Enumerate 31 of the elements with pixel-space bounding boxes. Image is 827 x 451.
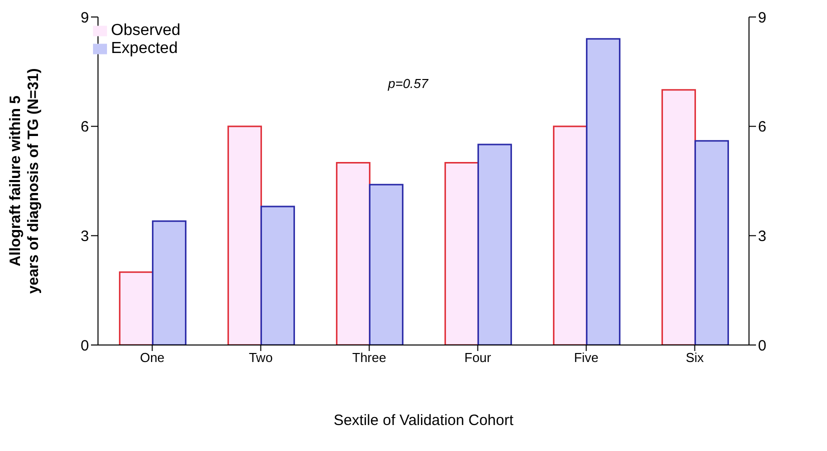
bar bbox=[552, 126, 588, 345]
bar bbox=[227, 126, 262, 345]
bar bbox=[694, 140, 729, 345]
bar bbox=[661, 89, 696, 345]
x-tick-label: Five bbox=[574, 350, 599, 366]
x-tick-label: Six bbox=[686, 350, 704, 366]
x-tick-label: Two bbox=[248, 350, 273, 366]
x-axis-title: Sextile of Validation Cohort bbox=[334, 412, 514, 429]
legend-label: Observed bbox=[111, 22, 180, 39]
bar bbox=[336, 162, 370, 345]
y2-tick-label: 6 bbox=[758, 118, 766, 136]
x-tick-label: One bbox=[140, 350, 165, 366]
legend-label: Expected bbox=[111, 40, 178, 57]
y-tick-label: 0 bbox=[80, 337, 89, 354]
y-tick-label: 3 bbox=[80, 228, 89, 245]
y2-tick-label: 9 bbox=[758, 9, 766, 26]
x-tick-label: Four bbox=[464, 350, 492, 366]
bar bbox=[477, 144, 512, 345]
y2-tick-label: 0 bbox=[758, 337, 766, 354]
y-tick-label: 9 bbox=[80, 9, 89, 26]
y-axis-title: Allograft failure within 5 years of diagnosis of TG (N=31) bbox=[7, 68, 42, 294]
annotation: p=0.57 bbox=[388, 76, 428, 91]
bar bbox=[586, 38, 620, 345]
y2-tick-label: 3 bbox=[758, 228, 766, 245]
bar bbox=[118, 271, 154, 345]
y-tick-label: 6 bbox=[80, 118, 89, 136]
bar bbox=[152, 220, 186, 345]
bar bbox=[444, 162, 479, 345]
bar bbox=[368, 184, 404, 345]
x-tick-label: Three bbox=[352, 350, 386, 366]
bar bbox=[260, 206, 295, 345]
